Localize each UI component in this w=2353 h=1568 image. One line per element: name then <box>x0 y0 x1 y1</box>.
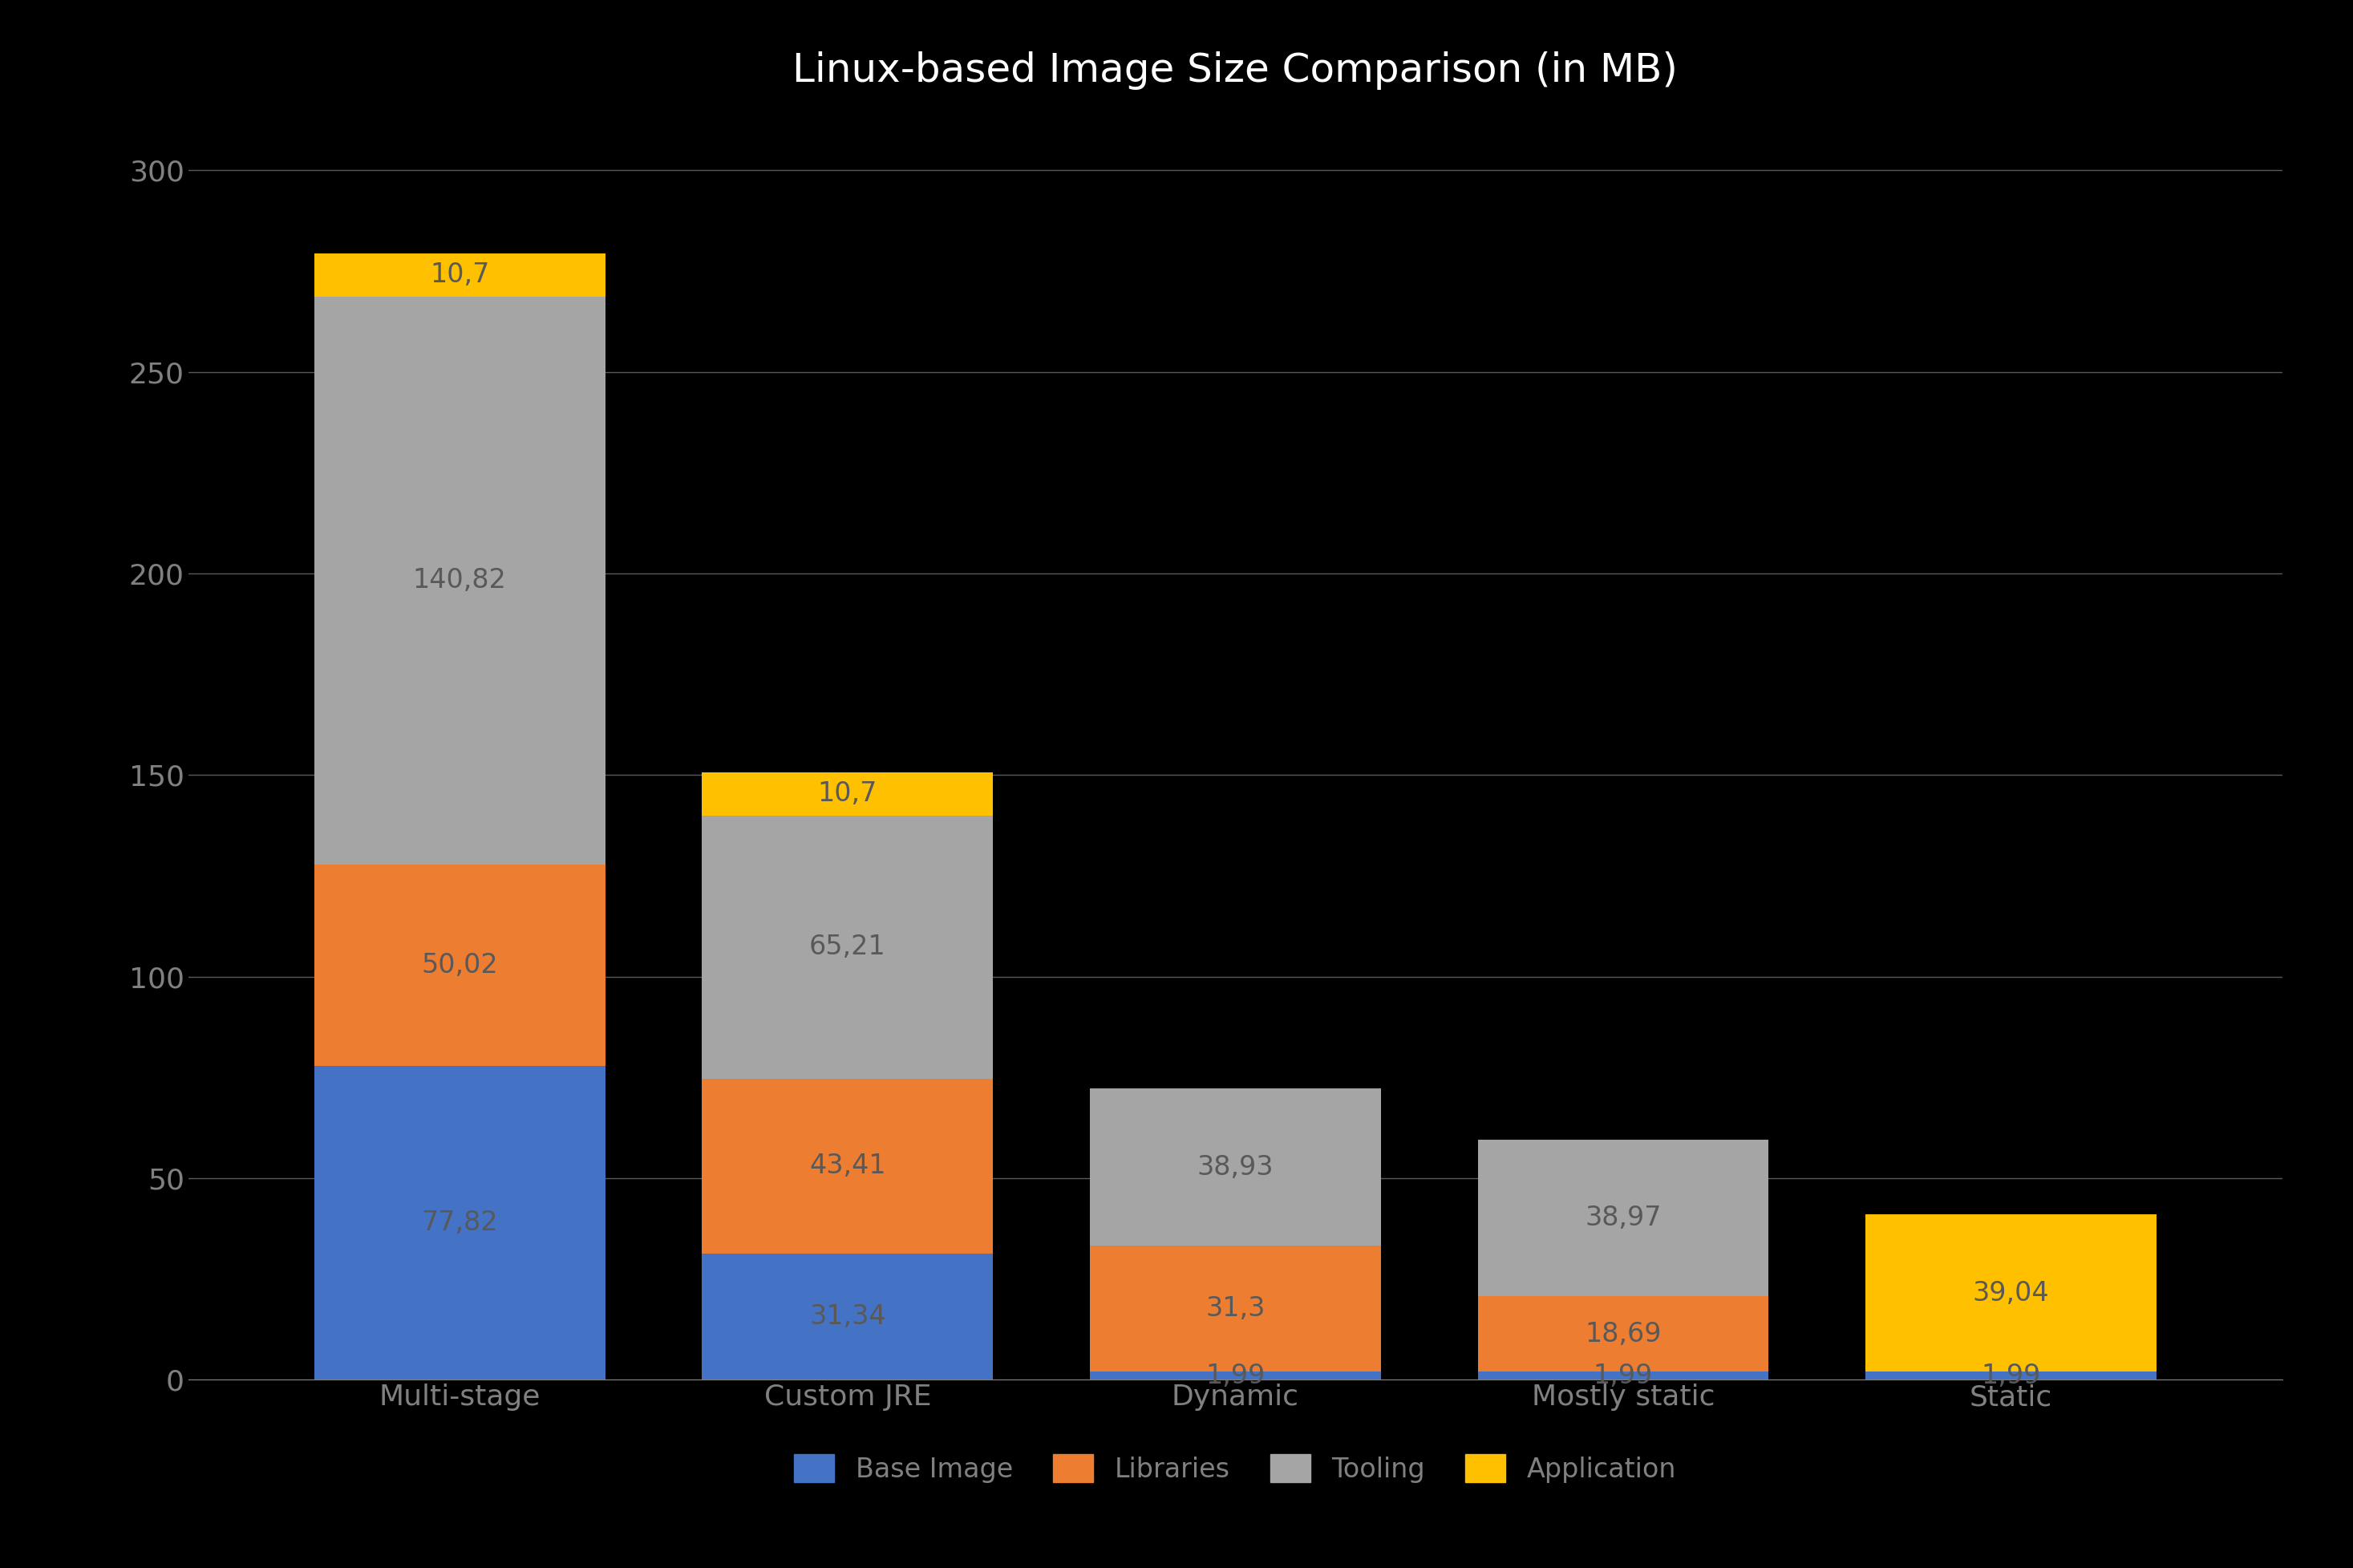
Title: Linux-based Image Size Comparison (in MB): Linux-based Image Size Comparison (in MB… <box>793 52 1678 89</box>
Bar <box>701 815 993 1079</box>
Bar <box>1478 1297 1769 1372</box>
Legend: Base Image, Libraries, Tooling, Application: Base Image, Libraries, Tooling, Applicat… <box>784 1444 1687 1493</box>
Text: 38,93: 38,93 <box>1198 1154 1273 1181</box>
Bar <box>1478 1140 1769 1297</box>
Bar <box>315 254 605 296</box>
Bar <box>1089 1372 1381 1380</box>
Bar <box>1089 1245 1381 1372</box>
Text: 10,7: 10,7 <box>431 262 489 289</box>
Bar <box>1089 1088 1381 1245</box>
Bar <box>701 773 993 815</box>
Bar <box>315 864 605 1066</box>
Text: 65,21: 65,21 <box>809 935 887 960</box>
Text: 31,3: 31,3 <box>1205 1295 1266 1322</box>
Text: 10,7: 10,7 <box>819 781 878 808</box>
Bar <box>701 1253 993 1380</box>
Bar <box>315 296 605 864</box>
Text: 1,99: 1,99 <box>1205 1363 1266 1389</box>
Bar <box>315 1066 605 1380</box>
Bar <box>1866 1214 2155 1372</box>
Text: 43,41: 43,41 <box>809 1152 885 1179</box>
Text: 39,04: 39,04 <box>1972 1279 2049 1306</box>
Text: 77,82: 77,82 <box>421 1210 499 1236</box>
Bar <box>1866 1372 2155 1380</box>
Text: 1,99: 1,99 <box>1593 1363 1652 1389</box>
Text: 31,34: 31,34 <box>809 1303 885 1330</box>
Text: 1,99: 1,99 <box>1981 1363 2040 1389</box>
Text: 50,02: 50,02 <box>421 952 499 978</box>
Text: 140,82: 140,82 <box>412 568 506 594</box>
Text: 18,69: 18,69 <box>1586 1320 1661 1347</box>
Text: 38,97: 38,97 <box>1586 1204 1661 1231</box>
Bar <box>1478 1372 1769 1380</box>
Bar <box>701 1079 993 1253</box>
